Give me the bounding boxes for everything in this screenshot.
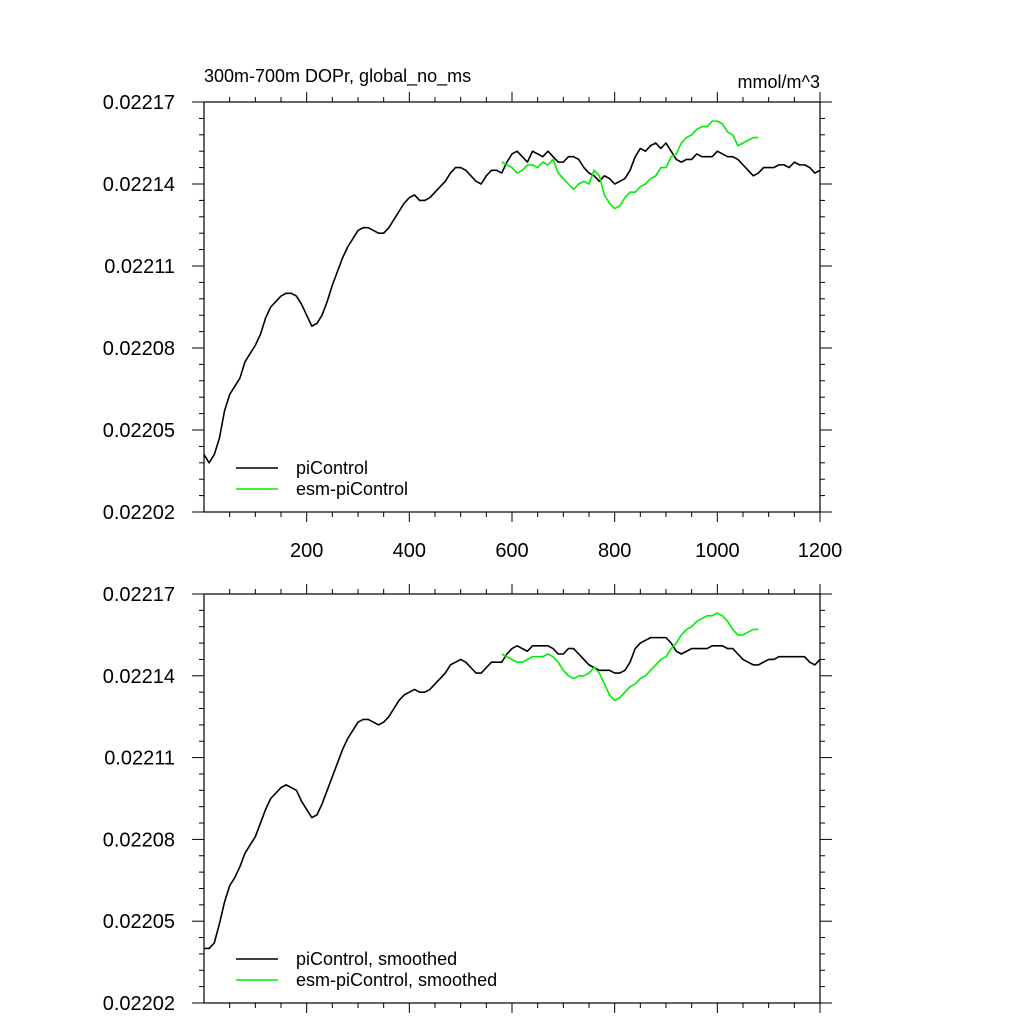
y-tick-label: 0.02208 (103, 829, 175, 851)
bottom-panel: 0.02202 0.02205 0.02208 0.02211 0.02214 0.022… (103, 584, 832, 1015)
y-tick-label: 0.02214 (103, 666, 175, 688)
y-tick-label: 0.02208 (103, 338, 175, 360)
legend-label: esm-piControl, smoothed (296, 970, 497, 990)
y-tick-label: 0.02217 (103, 92, 175, 114)
y-tick-label: 0.02214 (103, 174, 175, 196)
plot-frame (203, 593, 821, 1004)
plot-frame (203, 101, 821, 513)
x-tick-label: 200 (290, 540, 323, 562)
series-line-picontrol-smoothed (204, 636, 821, 950)
x-tick-label: 1000 (695, 540, 740, 562)
figure-title: 300m-700m DOPr, global_no_ms (204, 66, 471, 87)
legend-label: piControl, smoothed (296, 949, 457, 969)
y-tick-label: 0.02211 (104, 748, 175, 770)
legend-label: esm-piControl (296, 479, 408, 499)
x-tick-label: 800 (598, 540, 631, 562)
y-tick-label: 0.02205 (103, 420, 175, 442)
x-tick-label: 400 (393, 540, 426, 562)
series-line-esm-picontrol-smoothed (501, 612, 759, 702)
y-tick-label: 0.02205 (103, 911, 175, 933)
series-line-picontrol (203, 142, 821, 464)
top-panel: 200 400 600 800 1000 1200 0.02202 0.02205 0.0220… (103, 92, 843, 562)
y-tick-label: 0.02202 (103, 502, 175, 524)
x-tick-label: 600 (495, 540, 528, 562)
y-tick-label: 0.02211 (104, 256, 175, 278)
y-tick-label: 0.02217 (103, 584, 175, 606)
y-tick-label: 0.02202 (103, 993, 175, 1015)
legend-label: piControl (296, 458, 368, 478)
units-label: mmol/m^3 (738, 72, 820, 92)
series-line-esm-picontrol (501, 120, 759, 210)
x-tick-label: 1200 (798, 540, 843, 562)
